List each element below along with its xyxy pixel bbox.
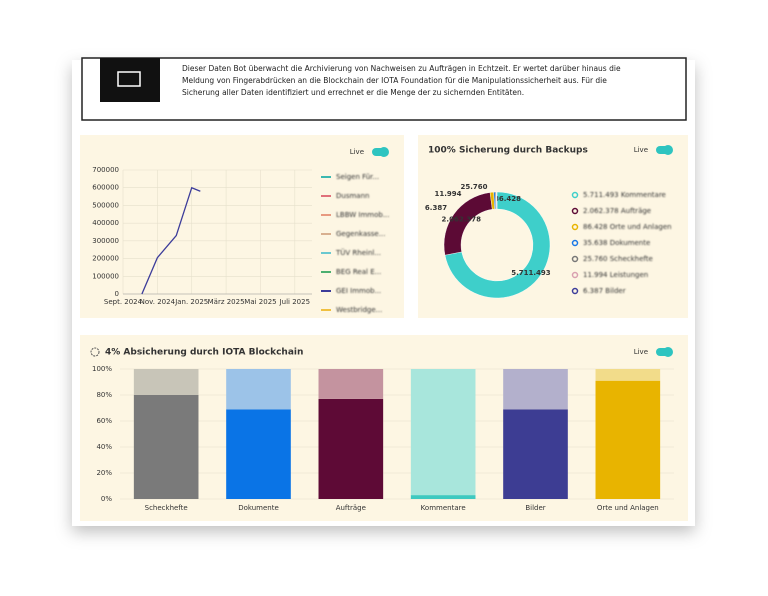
bar-segment — [318, 369, 384, 399]
legend-name: Scheckhefte — [610, 255, 653, 263]
bar-segment — [410, 495, 476, 499]
x-tick-label: Aufträge — [336, 504, 366, 512]
legend-label: 11.994 Leistungen — [583, 271, 648, 279]
y-tick-label: 100% — [92, 365, 112, 373]
legend-label: GEI Immob... — [336, 287, 381, 295]
bar-segment — [595, 380, 661, 499]
legend-label: Westbridge... — [336, 306, 382, 314]
y-tick-label: 500000 — [92, 201, 119, 209]
toggle-knob[interactable] — [663, 347, 673, 357]
x-tick-label: Orte und Anlagen — [597, 504, 659, 512]
data-label: 2.062.378 — [442, 215, 482, 223]
y-tick-label: 60% — [96, 417, 112, 425]
panel — [80, 135, 404, 318]
y-tick-label: 600000 — [92, 184, 119, 192]
y-tick-label: 0 — [115, 290, 119, 298]
legend-marker — [571, 223, 579, 231]
legend-label: Gegenkasse... — [336, 230, 385, 238]
legend-label: 25.760 Scheckhefte — [583, 255, 653, 263]
panel-icon — [90, 347, 100, 357]
data-label: 6.387 — [425, 204, 447, 212]
data-label: 11.994 — [434, 190, 461, 198]
x-tick-label: Sept. 2024 — [104, 298, 143, 306]
legend-label: Dusmann — [336, 192, 369, 200]
data-label: 25.760 — [460, 183, 487, 191]
bar-segment — [133, 395, 199, 499]
toggle-label: Live — [634, 348, 648, 356]
icon — [100, 58, 160, 102]
y-tick-label: 700000 — [92, 166, 119, 174]
bar-segment — [226, 369, 291, 410]
legend-value: 35.638 — [583, 239, 608, 247]
toggle-label: Live — [350, 148, 364, 156]
icon-glyph — [117, 71, 141, 87]
header-box — [81, 57, 687, 121]
y-tick-label: 200000 — [92, 255, 119, 263]
legend-name: Bilder — [605, 287, 625, 295]
y-tick-label: 80% — [96, 391, 112, 399]
header-text: Dieser Daten Bot überwacht die Archivier… — [182, 64, 621, 73]
legend-marker — [571, 255, 579, 263]
legend-marker — [571, 239, 579, 247]
legend-value: 25.760 — [583, 255, 608, 263]
legend-value: 11.994 — [583, 271, 608, 279]
y-tick-label: 20% — [96, 469, 112, 477]
data-label: 5.711.493 — [511, 269, 551, 277]
legend-marker — [571, 287, 579, 295]
bar-segment — [226, 409, 291, 499]
donut-slice — [444, 191, 551, 299]
y-tick-label: 400000 — [92, 219, 119, 227]
x-tick-label: Dokumente — [238, 504, 279, 512]
legend-name: Leistungen — [610, 271, 648, 279]
legend-label: LBBW Immob... — [336, 211, 390, 219]
legend-name: Orte und Anlagen — [610, 223, 672, 231]
legend-label: Seigen Für... — [336, 173, 379, 181]
legend-value: 2.062.378 — [583, 207, 619, 215]
toggle-knob[interactable] — [379, 147, 389, 157]
y-tick-label: 100000 — [92, 272, 119, 280]
x-tick-label: Kommentare — [421, 504, 466, 512]
legend-marker — [571, 207, 579, 215]
legend-marker — [571, 271, 579, 279]
legend-label: 35.638 Dokumente — [583, 239, 650, 247]
header-text: Sicherung aller Daten identifiziert und … — [182, 88, 524, 97]
x-tick-label: Jan. 2025 — [174, 298, 208, 306]
bar-segment — [503, 409, 568, 499]
legend-value: 5.711.493 — [583, 191, 619, 199]
y-tick-label: 40% — [96, 443, 112, 451]
bar-segment — [133, 369, 199, 395]
x-tick-label: März 2025 — [208, 298, 245, 306]
x-tick-label: Juli 2025 — [279, 298, 310, 306]
toggle-knob[interactable] — [663, 145, 673, 155]
chart-title: 4% Absicherung durch IOTA Blockchain — [105, 348, 303, 358]
bar-segment — [503, 369, 568, 410]
x-tick-label: Nov. 2024 — [140, 298, 176, 306]
legend-label: BEG Real E... — [336, 268, 381, 276]
legend-label: TÜV Rheinl... — [335, 248, 381, 257]
y-tick-label: 300000 — [92, 237, 119, 245]
legend-name: Kommentare — [621, 191, 666, 199]
line-series — [141, 186, 201, 295]
legend-label: 5.711.493 Kommentare — [583, 191, 666, 199]
legend-name: Aufträge — [621, 207, 651, 215]
x-tick-label: Scheckhefte — [145, 504, 188, 512]
toggle-label: Live — [634, 146, 648, 154]
y-tick-label: 0% — [101, 495, 112, 503]
data-label: 86.428 — [494, 195, 521, 203]
bar-segment — [410, 369, 476, 496]
bar-segment — [595, 369, 661, 381]
chart-title: 100% Sicherung durch Backups — [428, 146, 588, 156]
x-tick-label: Bilder — [525, 504, 545, 512]
legend-label: 2.062.378 Aufträge — [583, 207, 651, 215]
legend-label: 86.428 Orte und Anlagen — [583, 223, 672, 231]
legend-value: 86.428 — [583, 223, 608, 231]
legend-marker — [571, 191, 579, 199]
legend-label: 6.387 Bilder — [583, 287, 626, 295]
header-text: Meldung von Fingerabdrücken an die Block… — [182, 76, 607, 85]
bar-segment — [318, 398, 384, 499]
legend-value: 6.387 — [583, 287, 603, 295]
x-tick-label: Mai 2025 — [244, 298, 276, 306]
legend-name: Dokumente — [610, 239, 651, 247]
